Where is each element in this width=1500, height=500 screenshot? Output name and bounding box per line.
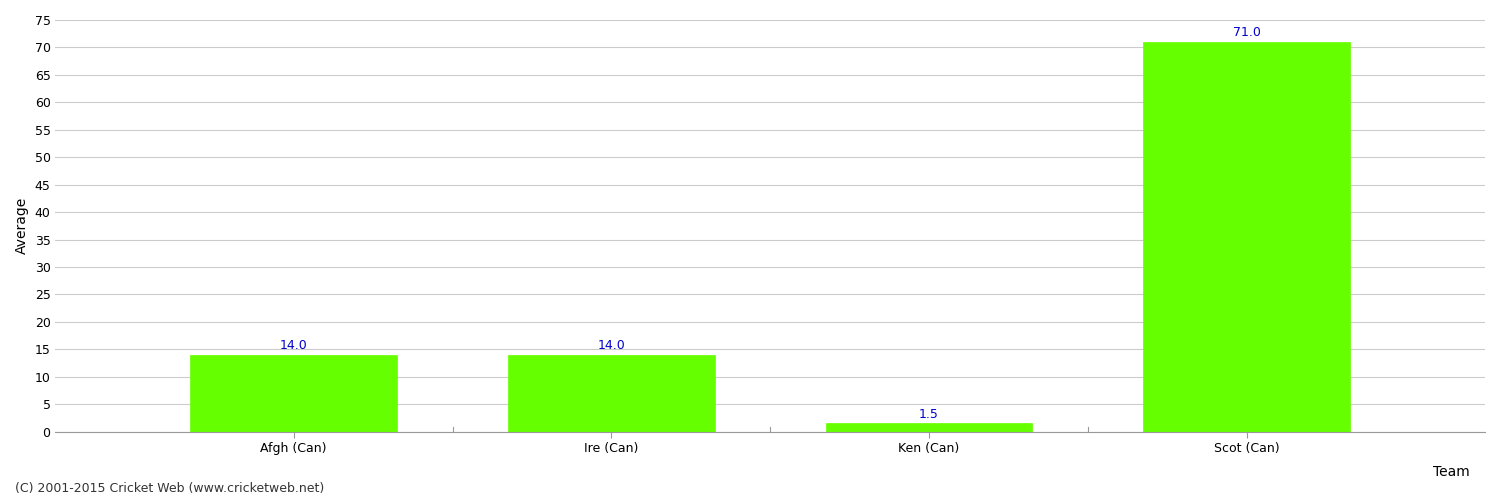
Bar [509, 355, 714, 432]
Text: 14.0: 14.0 [280, 339, 308, 352]
Text: 14.0: 14.0 [597, 339, 626, 352]
Bar [1143, 42, 1350, 432]
Bar [190, 355, 398, 432]
Text: (C) 2001-2015 Cricket Web (www.cricketweb.net): (C) 2001-2015 Cricket Web (www.cricketwe… [15, 482, 324, 495]
Text: 71.0: 71.0 [1233, 26, 1260, 39]
Text: 1.5: 1.5 [920, 408, 939, 420]
Y-axis label: Average: Average [15, 197, 28, 254]
Text: Team: Team [1434, 465, 1470, 479]
Bar [827, 424, 1032, 432]
